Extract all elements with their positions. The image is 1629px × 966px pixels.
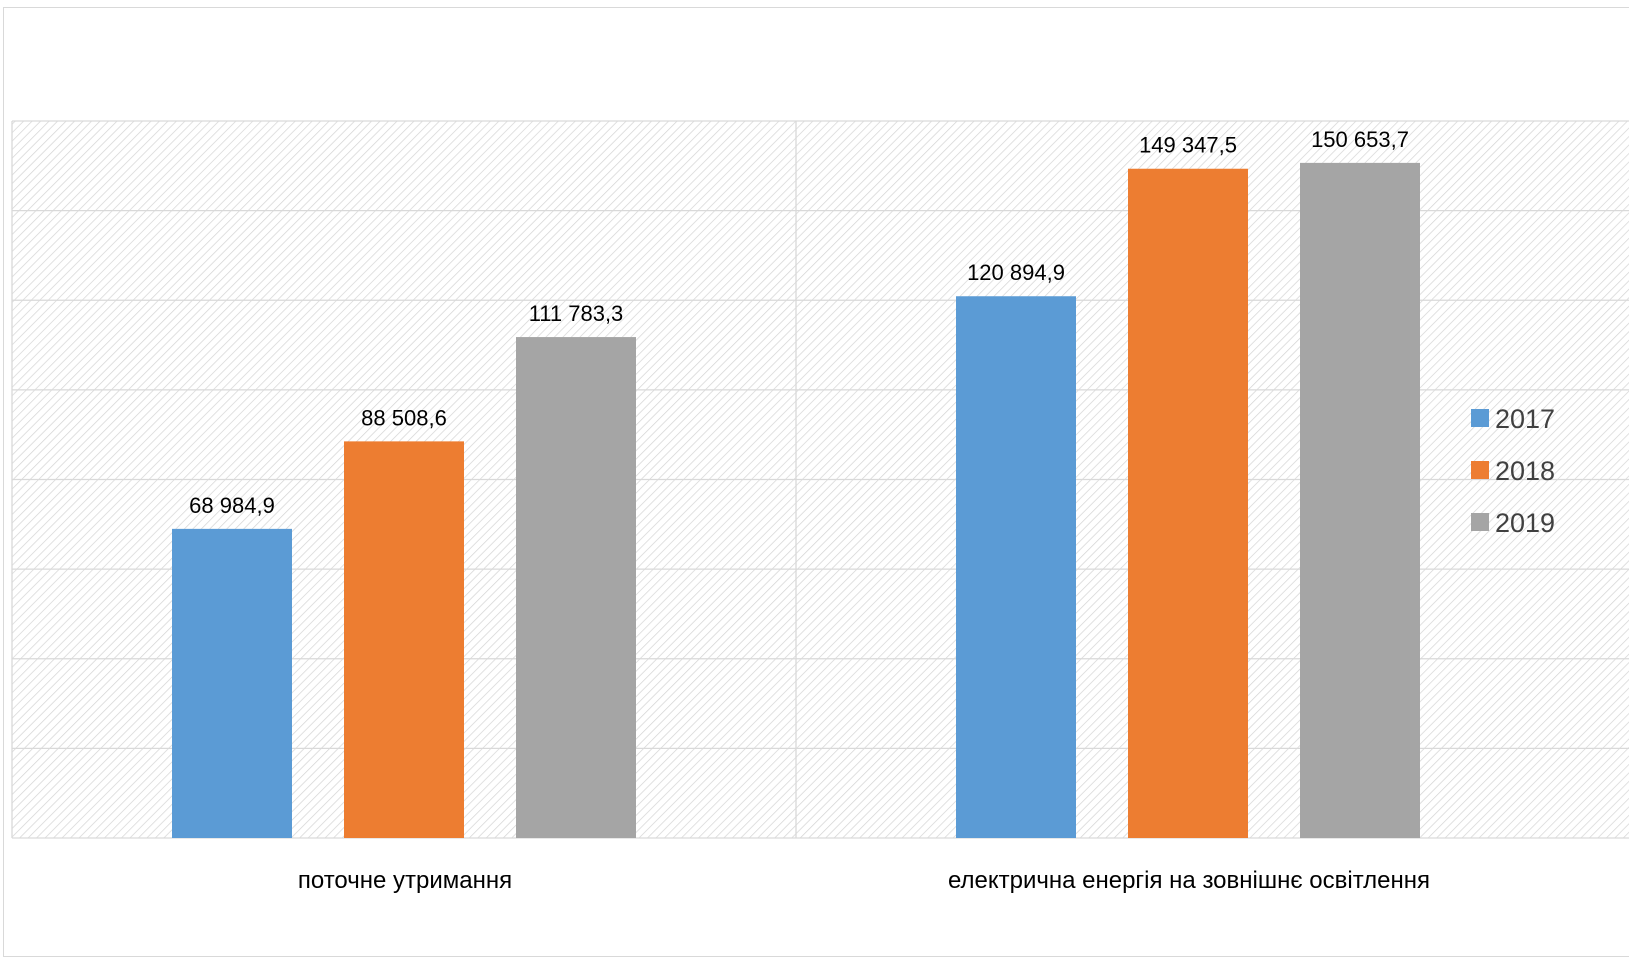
legend-swatch-2017 xyxy=(1471,409,1489,427)
legend-label: 2017 xyxy=(1495,404,1555,434)
category-labels: поточне утримання електрична енергія на з… xyxy=(298,867,1430,894)
data-label: 111 783,3 xyxy=(529,301,624,326)
data-label: 120 894,9 xyxy=(967,260,1065,285)
category-label: електрична енергія на зовнішнє освітленн… xyxy=(948,867,1430,894)
bar-2019-2 xyxy=(1300,162,1420,838)
data-labels: 68 984,9 88 508,6 111 783,3 120 894,9 149 34… xyxy=(189,127,1409,518)
legend: 2017 2018 2019 xyxy=(1471,404,1555,538)
data-label: 150 653,7 xyxy=(1311,127,1409,152)
bar-2017-1 xyxy=(172,528,292,838)
bar-2018-1 xyxy=(344,441,464,838)
legend-swatch-2018 xyxy=(1471,461,1489,479)
bar-2019-1 xyxy=(516,337,636,838)
data-label: 88 508,6 xyxy=(361,405,447,430)
legend-label: 2018 xyxy=(1495,456,1555,486)
bars xyxy=(172,162,1420,838)
data-label: 68 984,9 xyxy=(189,493,275,518)
bar-2017-2 xyxy=(956,296,1076,838)
bar-2018-2 xyxy=(1128,168,1248,838)
category-label: поточне утримання xyxy=(298,867,512,894)
data-label: 149 347,5 xyxy=(1139,133,1237,158)
legend-label: 2019 xyxy=(1495,508,1555,538)
legend-swatch-2019 xyxy=(1471,513,1489,531)
